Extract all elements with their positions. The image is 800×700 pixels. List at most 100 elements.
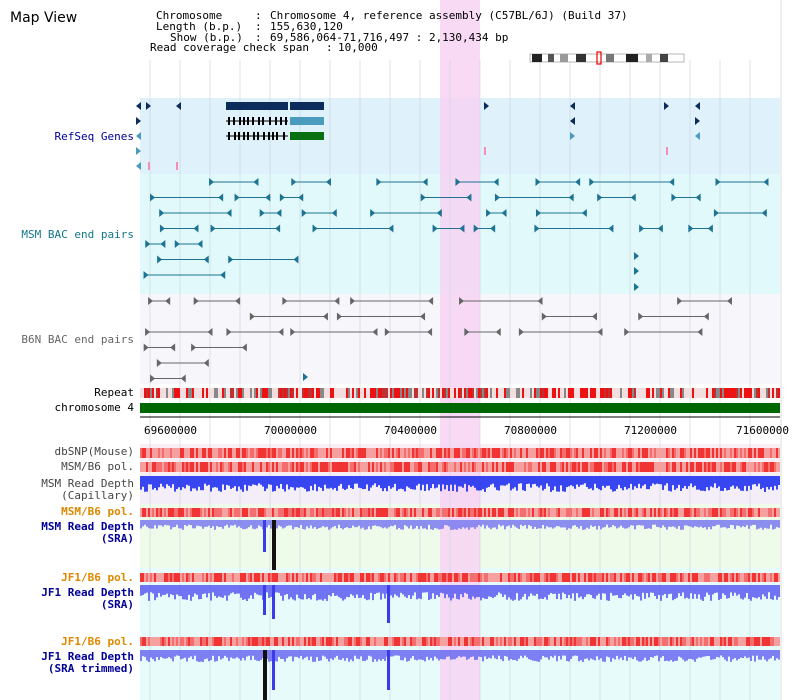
depth-bar	[412, 520, 414, 530]
depth-bar	[250, 585, 252, 596]
pol-cell	[732, 448, 734, 458]
pol-cell	[296, 573, 298, 582]
track-label-msm-pol-1[interactable]: MSM/B6 pol.	[61, 460, 134, 473]
pol-cell	[546, 637, 548, 646]
depth-bar	[706, 585, 708, 593]
pol-cell	[658, 573, 660, 582]
depth-bar	[772, 650, 774, 656]
track-label-b6n-bac[interactable]: B6N BAC end pairs	[21, 333, 134, 346]
pol-cell	[412, 637, 414, 646]
pol-cell	[566, 448, 568, 458]
b6n-bac-end	[537, 297, 543, 305]
track-label-jf1-depth-sra[interactable]: JF1 Read Depth (SRA)	[4, 587, 134, 611]
depth-bar	[754, 520, 756, 525]
pol-cell	[744, 508, 746, 517]
depth-bar	[344, 650, 346, 661]
pol-cell	[772, 462, 774, 472]
pol-cell	[278, 573, 280, 582]
depth-bar	[248, 585, 250, 599]
pol-cell	[444, 637, 446, 646]
pol-cell	[552, 637, 554, 646]
pol-cell	[248, 573, 250, 582]
pol-cell	[630, 508, 632, 517]
pol-cell	[516, 637, 518, 646]
depth-bar	[442, 520, 444, 529]
pol-cell	[538, 508, 540, 517]
pol-cell	[440, 573, 442, 582]
pol-cell	[732, 462, 734, 472]
pol-cell	[164, 508, 166, 517]
track-label-msm-depth-cap[interactable]: MSM Read Depth (Capillary)	[4, 478, 134, 502]
depth-bar	[660, 585, 662, 601]
pol-cell	[522, 448, 524, 458]
depth-bar	[190, 476, 192, 492]
pol-cell	[432, 573, 434, 582]
depth-bar	[362, 585, 364, 596]
pol-cell	[582, 448, 584, 458]
pol-cell	[286, 448, 288, 458]
repeat-element	[634, 388, 636, 398]
pol-cell	[570, 637, 572, 646]
b6n-bac-end	[677, 297, 683, 305]
pol-cell	[724, 448, 726, 458]
depth-bar	[518, 476, 520, 484]
pol-cell	[742, 573, 744, 582]
depth-bar	[394, 650, 396, 656]
depth-bar	[510, 585, 512, 600]
pol-cell	[292, 637, 294, 646]
track-label-repeat[interactable]: Repeat	[94, 386, 134, 399]
depth-bar	[660, 650, 662, 658]
depth-bar	[520, 585, 522, 600]
pol-cell	[142, 508, 144, 517]
pol-cell	[468, 508, 470, 517]
pol-cell	[666, 637, 668, 646]
track-label-msm-bac[interactable]: MSM BAC end pairs	[21, 228, 134, 241]
depth-bar	[532, 520, 534, 529]
track-label-jf1-pol-2[interactable]: JF1/B6 pol.	[61, 635, 134, 648]
pol-cell	[200, 508, 202, 517]
depth-bar	[168, 650, 170, 658]
track-label-msm-depth-sra[interactable]: MSM Read Depth (SRA)	[4, 521, 134, 545]
gene-exon	[238, 132, 240, 140]
depth-bar	[480, 650, 482, 658]
pol-cell	[454, 508, 456, 517]
pol-cell	[568, 448, 570, 458]
pol-cell	[268, 573, 270, 582]
track-label-msm-pol-2[interactable]: MSM/B6 pol.	[61, 505, 134, 518]
track-label-chromosome[interactable]: chromosome 4	[54, 401, 134, 414]
repeat-element	[316, 388, 318, 398]
depth-bar	[718, 585, 720, 600]
pol-cell	[544, 462, 546, 472]
track-label-refseq[interactable]: RefSeq Genes	[54, 130, 134, 143]
pol-cell	[668, 573, 670, 582]
depth-bar	[706, 650, 708, 657]
pol-cell	[474, 637, 476, 646]
repeat-element	[722, 388, 724, 398]
track-label-dbsnp[interactable]: dbSNP(Mouse)	[54, 445, 134, 458]
pol-cell	[748, 462, 750, 472]
track-label-jf1-depth-trim[interactable]: JF1 Read Depth (SRA trimmed)	[4, 651, 134, 675]
pol-cell	[176, 462, 178, 472]
pol-cell	[224, 462, 226, 472]
pol-cell	[708, 637, 710, 646]
depth-bar	[508, 476, 510, 484]
repeat-element	[778, 388, 780, 398]
depth-bar	[508, 520, 510, 526]
pol-cell	[720, 637, 722, 646]
pol-cell	[280, 637, 282, 646]
pol-cell	[550, 462, 552, 472]
pol-cell	[762, 637, 764, 646]
pol-cell	[560, 448, 562, 458]
pol-cell	[602, 573, 604, 582]
track-label-jf1-pol-1[interactable]: JF1/B6 pol.	[61, 571, 134, 584]
depth-bar	[630, 476, 632, 484]
depth-bar	[608, 476, 610, 486]
pol-cell	[216, 462, 218, 472]
depth-bar	[458, 650, 460, 657]
pol-cell	[236, 448, 238, 458]
depth-bar	[656, 585, 658, 599]
pol-cell	[384, 573, 386, 582]
pol-cell	[252, 637, 254, 646]
pol-cell	[650, 448, 652, 458]
